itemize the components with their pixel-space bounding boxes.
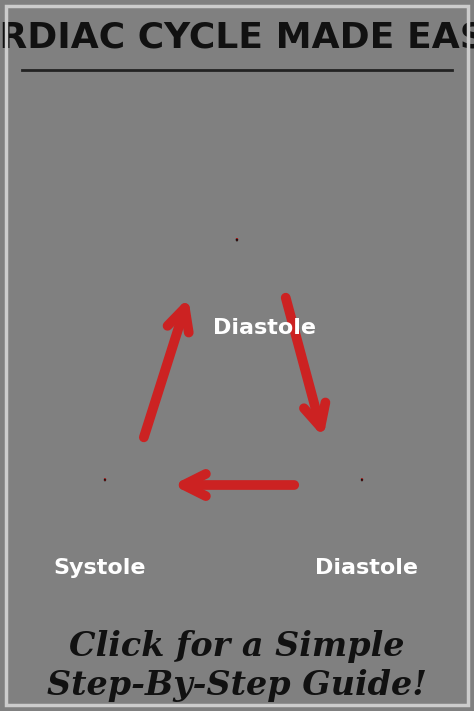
Text: Click for a Simple
Step-By-Step Guide!: Click for a Simple Step-By-Step Guide! <box>47 630 427 702</box>
Text: Diastole: Diastole <box>213 318 317 338</box>
Text: Diastole: Diastole <box>316 558 419 578</box>
Text: CARDIAC CYCLE MADE EASY!: CARDIAC CYCLE MADE EASY! <box>0 21 474 55</box>
Text: Systole: Systole <box>54 558 146 578</box>
